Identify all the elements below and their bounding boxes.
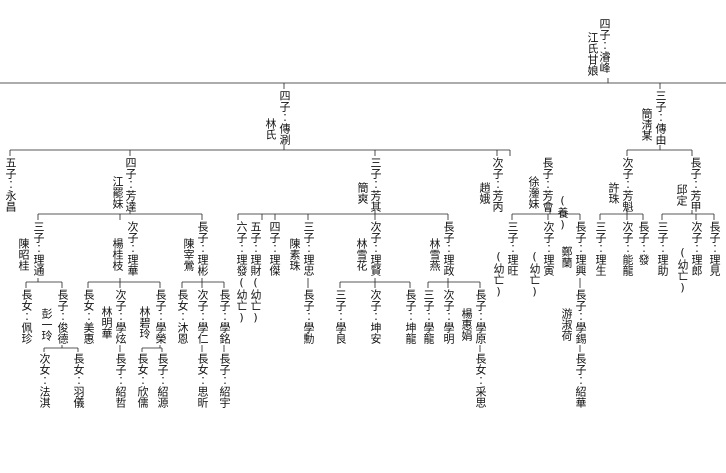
- gen2-spouse: 徐灐妹: [527, 176, 540, 209]
- gen2-person: 五子︰永昌: [4, 157, 17, 212]
- gen3-spouse: 楊桂枝: [111, 238, 124, 271]
- gen2-person: 次子︰芳丙: [491, 157, 504, 212]
- gen1-spouse: 林氏: [264, 118, 277, 140]
- gen1-person: 四子︰傳涮: [278, 90, 291, 145]
- gen5-person: 長子︰紹華: [574, 353, 587, 408]
- gen3-person: 長子︰理政: [442, 221, 455, 276]
- gen3-person: 三子︰理助: [656, 221, 669, 276]
- gen4-person: 三子︰學良: [334, 289, 347, 344]
- gen3-person: 長子︰理彬: [196, 221, 209, 276]
- gen3-person: 次子︰理賢: [369, 221, 382, 276]
- gen3-spouse: 陳宰鶯: [182, 238, 195, 271]
- gen2-person: 三子︰芳其: [369, 157, 382, 212]
- gen4-person: 長子︰坤龍: [404, 289, 417, 344]
- gen3-person: 三子︰理生: [594, 221, 607, 276]
- gen2-note: (養): [556, 194, 569, 231]
- gen5-person: 長女︰采思: [474, 353, 487, 408]
- gen4-spouse: 林碧玲: [138, 306, 151, 339]
- gen3-person: 四子︰理傑: [268, 221, 281, 276]
- gen4-spouse: 林明華: [100, 306, 113, 339]
- gen4-person: 長子︰學原: [474, 289, 487, 344]
- gen4-person: 長子︰俊德: [56, 289, 69, 344]
- gen3-note: (幼亡): [528, 250, 541, 298]
- gen2-spouse: 江罷妹: [111, 176, 124, 209]
- gen3-person: 次子︰理郎: [690, 221, 703, 276]
- root-spouse: 江氏甘娘: [586, 32, 599, 76]
- gen3-person: 三子︰理忠: [302, 221, 315, 276]
- gen5-person: 長女︰思昕: [196, 353, 209, 408]
- gen3-spouse: 林雪燕: [428, 238, 441, 271]
- gen5-person: 長子︰紹源: [156, 353, 169, 408]
- gen4-person: 長女︰沐恩: [176, 289, 189, 344]
- gen3-person: 長子︰理見: [708, 221, 721, 276]
- gen5-person: 長子︰紹哲: [114, 353, 127, 408]
- gen2-spouse: 趙娥: [478, 182, 491, 204]
- gen3-person: 六子︰理發(幼亡): [235, 221, 248, 324]
- gen5-person: 長女︰羽儀: [72, 353, 85, 408]
- gen5-person: 長子︰紹宇: [218, 353, 231, 408]
- gen2-person: 次子︰芳魁: [621, 157, 634, 212]
- gen5-person: 次女︰法淇: [38, 353, 51, 408]
- gen3-person: 長子︰發: [637, 221, 650, 265]
- gen4-person: 長子︰學勳: [302, 289, 315, 344]
- gen2-person: 長子︰芳甲: [689, 157, 702, 212]
- gen3-person: 次子︰理華: [126, 221, 139, 276]
- gen3-person: 次子︰能龍: [621, 221, 634, 276]
- gen1-person: 三子︰傳由: [654, 90, 667, 145]
- gen4-person: 長女︰美惠: [82, 289, 95, 344]
- gen4-person: 次子︰學炫: [114, 289, 127, 344]
- gen5-person: 長女︰欣儒: [136, 353, 149, 408]
- gen4-person: 次子︰坤安: [369, 289, 382, 344]
- root-ancestor: 四子︰濬峰: [598, 18, 611, 73]
- gen4-spouse: 彭一玲: [40, 308, 53, 341]
- gen3-note: (幼亡): [676, 246, 689, 294]
- gen3-person: 次子︰理寅: [542, 221, 555, 276]
- gen1-spouse: 簡淸某: [640, 108, 653, 141]
- gen4-spouse: 楊惠娟: [460, 308, 473, 341]
- gen2-person: 長子︰芳會: [541, 157, 554, 212]
- gen3-spouse: 陳素珠: [288, 238, 301, 271]
- gen2-spouse: 邱定: [675, 184, 688, 206]
- gen4-person: 次子︰學仁: [196, 289, 209, 344]
- gen4-person: 三子︰學龍: [422, 289, 435, 344]
- gen3-spouse: 林雪花: [355, 238, 368, 271]
- gen4-person: 長子︰學錫: [574, 289, 587, 344]
- root-name: 四子︰濬峰: [598, 18, 611, 73]
- gen4-person: 長子︰學銘: [218, 289, 231, 344]
- gen2-spouse: 許珠: [607, 182, 620, 204]
- gen3-note: (幼亡): [492, 250, 505, 298]
- gen4-person: 次子︰學明: [442, 289, 455, 344]
- gen3-spouse: 鄭蘭: [560, 246, 573, 268]
- gen3-spouse: 陳昭桂: [17, 238, 30, 271]
- gen4-person: 長女︰佩珍: [20, 289, 33, 344]
- gen4-spouse: 游淑荷: [560, 308, 573, 341]
- gen3-person: 五子︰理財(幼亡): [249, 221, 262, 324]
- gen3-person: 長子︰理興: [574, 221, 587, 276]
- gen4-person: 長子︰學榮: [154, 289, 167, 344]
- gen3-person: 三子︰理旺: [506, 221, 519, 276]
- gen2-spouse: 簡爽: [356, 182, 369, 204]
- gen2-person: 四子︰芳達: [124, 157, 137, 212]
- gen3-person: 三子︰理通: [32, 221, 45, 276]
